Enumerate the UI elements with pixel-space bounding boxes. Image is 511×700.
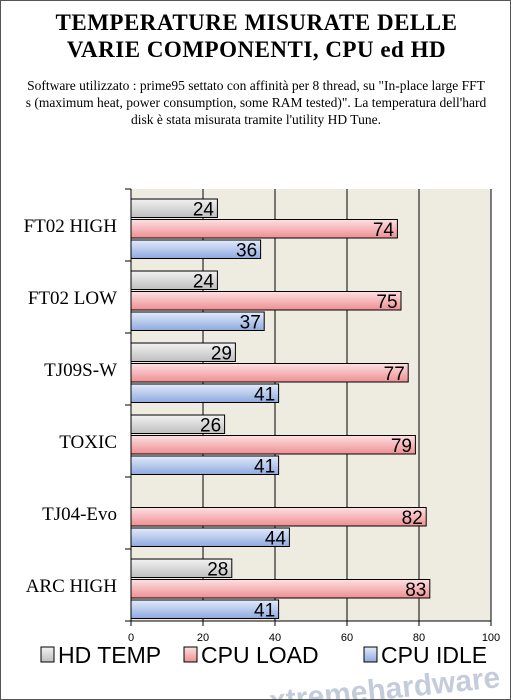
legend-label: CPU IDLE	[381, 642, 487, 668]
x-tick-label: 60	[341, 632, 353, 644]
chart-title-line-1: TEMPERATURE MISURATE DELLE	[55, 10, 458, 35]
data-label: 83	[405, 580, 426, 601]
chart-subtitle: Software utilizzato : prime95 settato co…	[25, 78, 487, 127]
data-label: 44	[265, 529, 287, 550]
legend-swatch	[40, 646, 55, 663]
data-label: 37	[240, 313, 261, 334]
data-label: 77	[384, 364, 405, 385]
data-label: 79	[391, 436, 412, 457]
legend-label: CPU LOAD	[201, 642, 319, 668]
data-label: 24	[193, 272, 215, 293]
plot-area	[131, 189, 491, 621]
data-label: 74	[373, 220, 395, 241]
data-label: 75	[376, 292, 397, 313]
category-label: FT02 LOW	[28, 288, 117, 309]
chart-title-line-2: VARIE COMPONENTI, CPU ed HD	[66, 37, 447, 62]
data-label: 26	[200, 416, 221, 437]
category-label: ARC HIGH	[26, 576, 118, 597]
data-label: 28	[207, 560, 228, 581]
bar-cpu-load	[130, 435, 416, 455]
x-tick-label: 80	[413, 632, 425, 644]
data-label: 41	[254, 601, 275, 622]
legend-swatch	[183, 646, 198, 663]
legend-swatch	[363, 646, 378, 663]
category-label: TOXIC	[59, 432, 117, 453]
data-label: 36	[236, 241, 257, 262]
bar-cpu-load	[130, 507, 427, 527]
data-label: 29	[211, 344, 232, 365]
data-label: 82	[402, 508, 423, 529]
x-tick-label: 20	[197, 632, 209, 644]
x-tick-label: 0	[128, 632, 134, 644]
bar-cpu-load	[130, 363, 409, 383]
legend-label: HD TEMP	[58, 642, 161, 668]
category-label: FT02 HIGH	[24, 216, 118, 237]
bar-cpu-load	[130, 291, 402, 311]
x-tick-label: 40	[269, 632, 281, 644]
category-label: TJ04-Evo	[42, 504, 117, 525]
data-label: 41	[254, 385, 275, 406]
chart-title: TEMPERATURE MISURATE DELLE VARIE COMPONE…	[1, 9, 510, 63]
bar-cpu-load	[130, 219, 398, 239]
data-label: 24	[193, 200, 215, 221]
data-label: 41	[254, 457, 275, 478]
bar-cpu-load	[130, 579, 431, 599]
x-tick-label: 100	[482, 632, 500, 644]
category-label: TJ09S-W	[44, 360, 117, 381]
